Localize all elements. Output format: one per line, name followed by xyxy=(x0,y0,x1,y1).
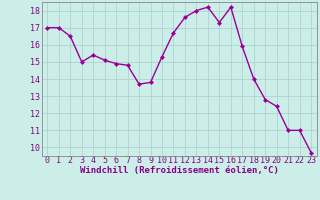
X-axis label: Windchill (Refroidissement éolien,°C): Windchill (Refroidissement éolien,°C) xyxy=(80,166,279,175)
